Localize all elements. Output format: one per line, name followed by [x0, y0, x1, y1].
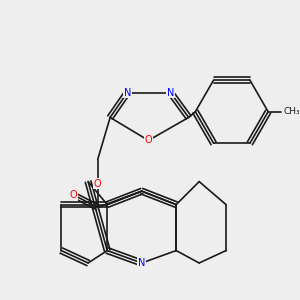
Text: N: N	[124, 88, 131, 98]
Text: O: O	[70, 190, 77, 200]
Text: N: N	[138, 258, 146, 268]
Text: N: N	[167, 88, 174, 98]
Text: CH₃: CH₃	[284, 107, 300, 116]
Text: O: O	[145, 135, 152, 146]
Text: O: O	[94, 178, 101, 188]
